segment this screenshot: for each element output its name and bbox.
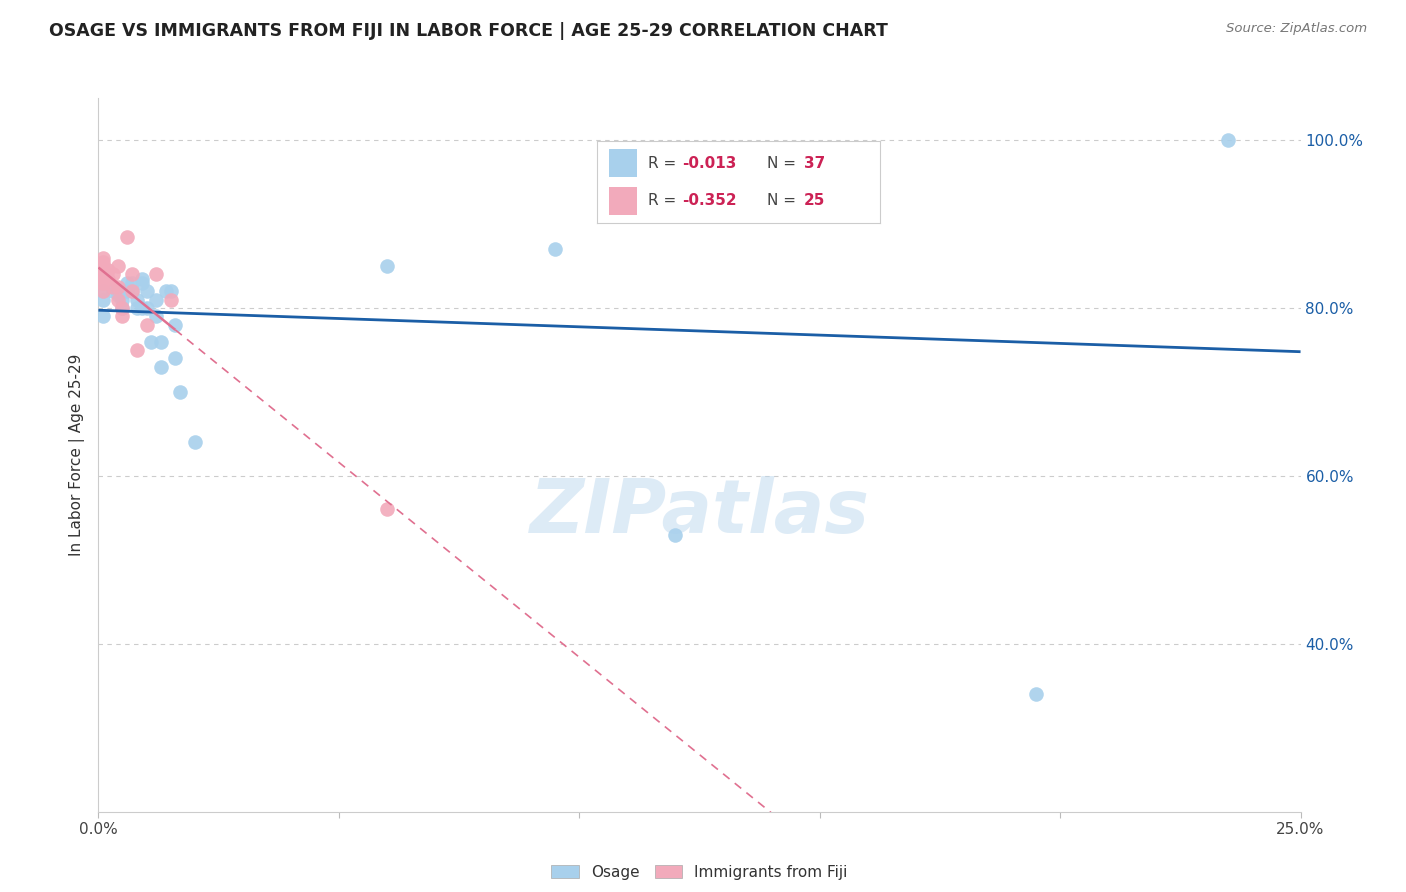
Point [111,310,134,324]
Point [544,242,567,256]
Point [91,310,114,324]
FancyBboxPatch shape [609,149,637,177]
Point [107,288,129,302]
Point [664,527,686,541]
Point [91,284,114,298]
Point [91,271,114,285]
Text: -0.352: -0.352 [682,194,737,209]
Text: 25: 25 [804,194,825,209]
Text: N =: N = [766,155,800,170]
Point [97,263,120,277]
Point [145,293,167,307]
Point [107,293,129,307]
Y-axis label: In Labor Force | Age 25-29: In Labor Force | Age 25-29 [69,354,86,556]
Text: 37: 37 [804,155,825,170]
Point [91,276,114,290]
Point [375,259,398,273]
Point [107,284,129,298]
Point [91,268,114,282]
Point [91,263,114,277]
Point [165,351,187,366]
Point [159,293,181,307]
Point [149,359,172,374]
Point [1025,687,1047,701]
Point [1218,133,1240,147]
Point [141,334,163,349]
Point [125,343,148,357]
Point [117,229,139,244]
Point [135,318,157,332]
Point [91,284,114,298]
Text: R =: R = [648,155,682,170]
Text: Source: ZipAtlas.com: Source: ZipAtlas.com [1226,22,1367,36]
Point [145,268,167,282]
Text: -0.013: -0.013 [682,155,737,170]
Point [117,276,139,290]
Point [107,280,129,294]
Point [91,293,114,307]
Point [101,284,124,298]
Point [785,200,807,214]
Point [111,293,134,307]
Point [145,310,167,324]
Point [121,284,143,298]
Point [121,276,143,290]
Point [125,293,148,307]
Point [832,209,855,223]
Point [97,271,120,285]
Point [131,276,153,290]
Point [131,271,153,285]
Legend: Osage, Immigrants from Fiji: Osage, Immigrants from Fiji [546,859,853,886]
Point [91,251,114,265]
Point [135,284,157,298]
Point [101,268,124,282]
Point [111,301,134,315]
Point [131,301,153,315]
Point [111,301,134,315]
Point [165,318,187,332]
Point [121,268,143,282]
Point [107,259,129,273]
Point [155,284,177,298]
Point [121,284,143,298]
Point [159,284,181,298]
Point [183,435,205,450]
Point [135,301,157,315]
Point [125,301,148,315]
Point [375,502,398,516]
FancyBboxPatch shape [609,187,637,215]
Text: OSAGE VS IMMIGRANTS FROM FIJI IN LABOR FORCE | AGE 25-29 CORRELATION CHART: OSAGE VS IMMIGRANTS FROM FIJI IN LABOR F… [49,22,889,40]
Point [169,384,191,399]
Text: R =: R = [648,194,682,209]
Point [91,259,114,273]
Point [91,255,114,269]
Point [101,280,124,294]
Point [117,284,139,298]
Point [149,334,172,349]
Text: N =: N = [766,194,800,209]
Text: ZIPatlas: ZIPatlas [530,475,869,549]
